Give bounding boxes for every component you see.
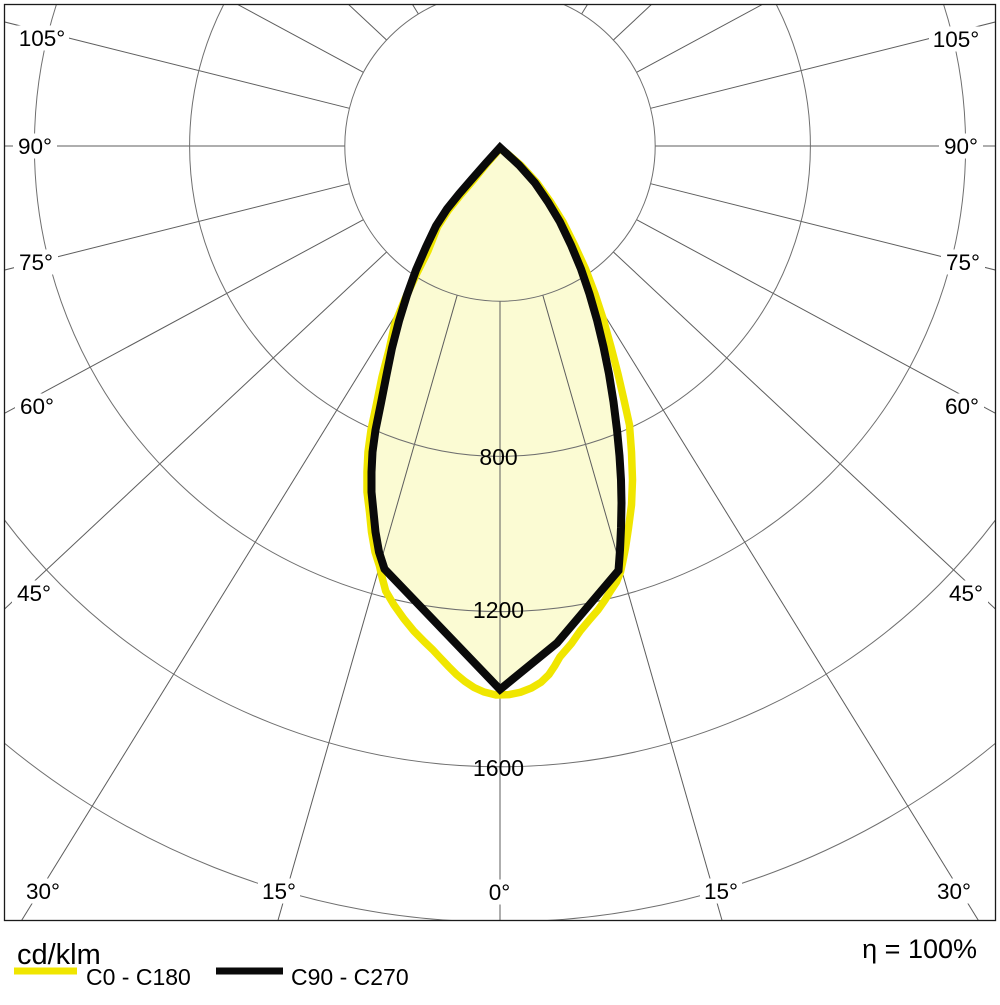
svg-text:60°: 60° (20, 394, 54, 419)
svg-text:1200: 1200 (473, 597, 524, 623)
svg-text:105°: 105° (933, 27, 980, 52)
svg-text:75°: 75° (946, 250, 980, 275)
svg-text:C90 - C270: C90 - C270 (291, 964, 409, 990)
svg-text:15°: 15° (704, 879, 738, 904)
svg-text:η = 100%: η = 100% (862, 934, 977, 964)
svg-text:30°: 30° (937, 879, 971, 904)
svg-text:105°: 105° (19, 26, 66, 51)
svg-text:90°: 90° (944, 134, 978, 159)
svg-text:75°: 75° (19, 250, 53, 275)
svg-text:cd/klm: cd/klm (17, 939, 101, 971)
svg-text:30°: 30° (26, 879, 60, 904)
svg-text:45°: 45° (949, 581, 983, 606)
svg-text:0°: 0° (489, 880, 511, 905)
svg-text:15°: 15° (262, 879, 296, 904)
svg-text:60°: 60° (945, 394, 979, 419)
svg-text:90°: 90° (18, 134, 52, 159)
svg-text:45°: 45° (17, 581, 51, 606)
svg-text:C0 - C180: C0 - C180 (86, 964, 191, 990)
svg-text:800: 800 (479, 444, 517, 470)
svg-text:1600: 1600 (473, 755, 524, 781)
